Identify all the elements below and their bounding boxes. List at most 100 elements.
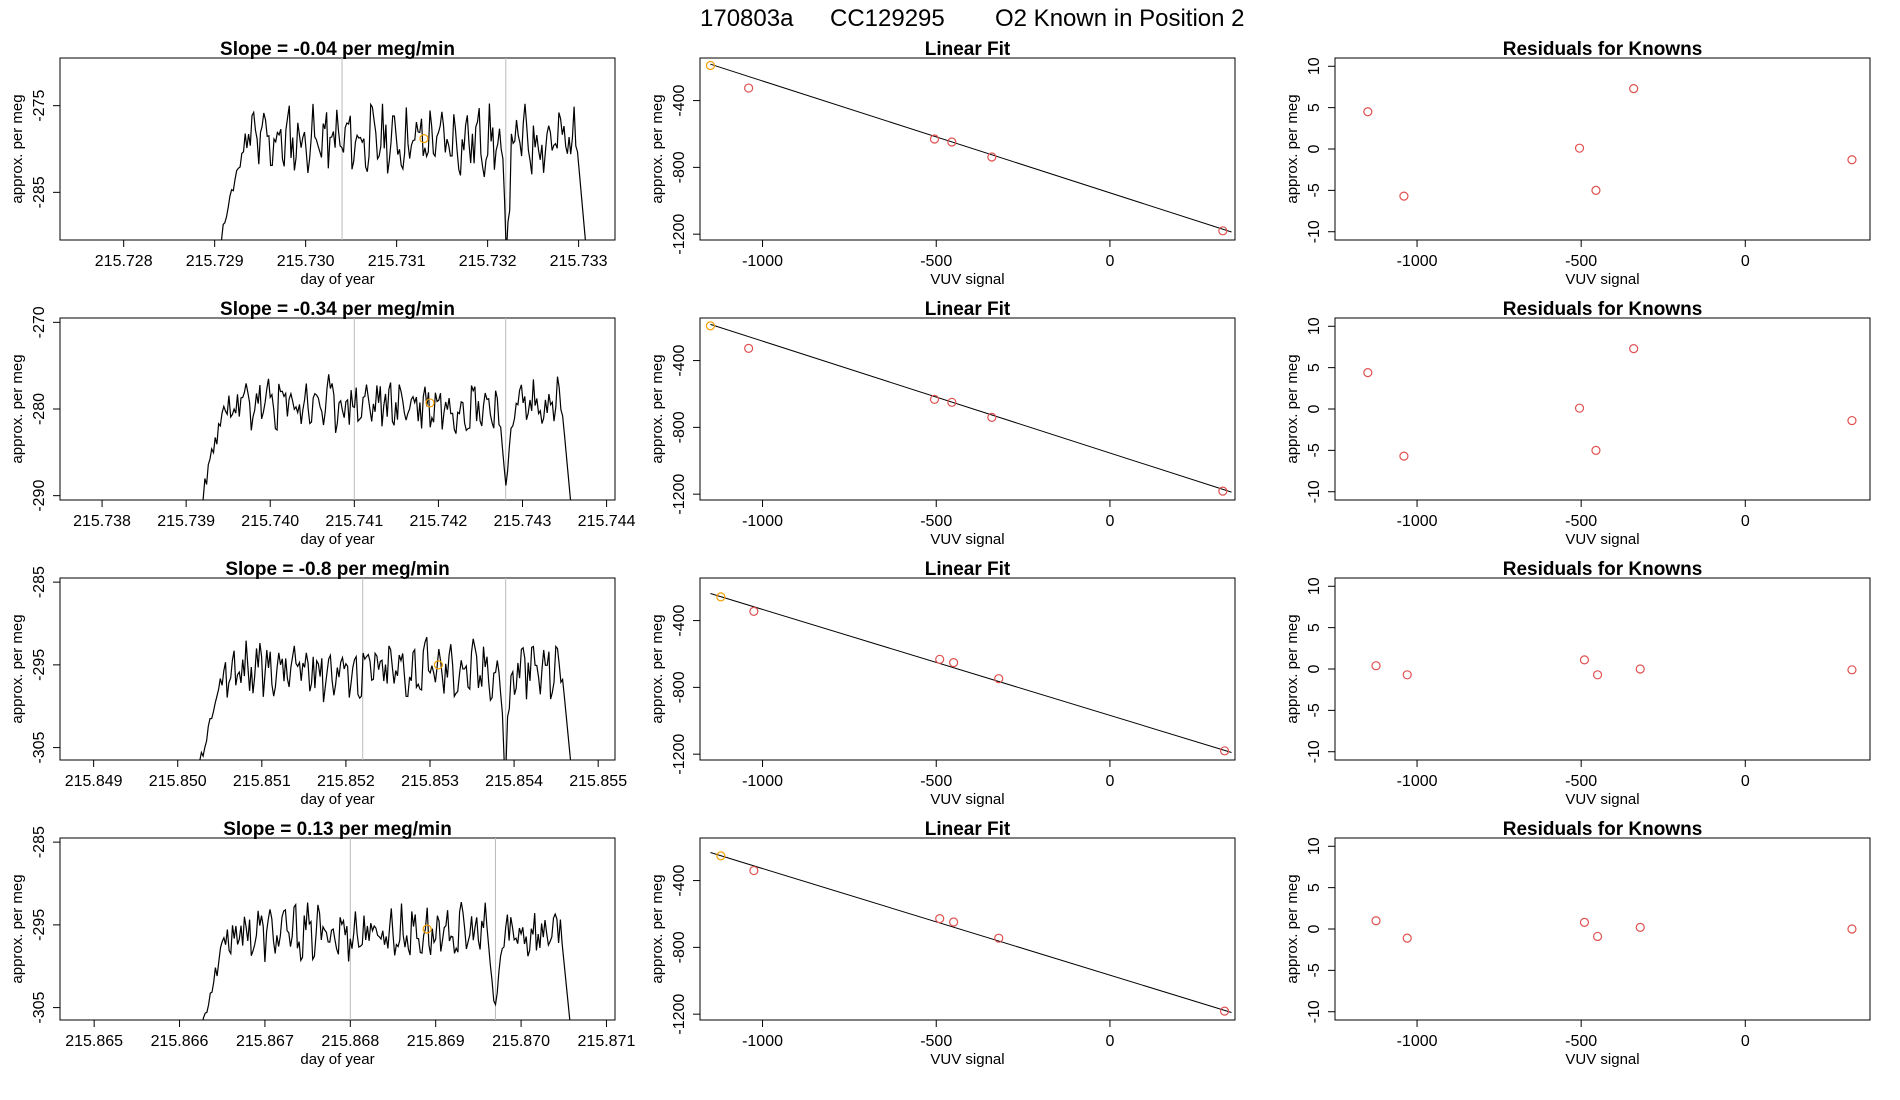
y-tick-label: -10	[1306, 740, 1323, 763]
plot-frame	[59, 57, 616, 241]
y-axis: -285 -295 -305 approx. per meg	[9, 826, 60, 1024]
y-tick-label: -290	[31, 480, 48, 512]
x-tick-label: 215.743	[494, 513, 552, 530]
y-tick-label: -1200	[671, 994, 688, 1035]
y-tick-label: -800	[671, 671, 688, 703]
data-point	[1591, 185, 1601, 195]
y-tick-label: 10	[1306, 317, 1323, 335]
x-tick-label: 215.866	[151, 1033, 209, 1050]
data-point	[1847, 924, 1857, 934]
data-point	[947, 137, 957, 147]
data-point	[947, 397, 957, 407]
x-axis-label: day of year	[300, 791, 374, 808]
x-tick-label: 0	[1105, 513, 1114, 530]
panel-title: Slope = -0.34 per meg/min	[220, 299, 455, 320]
x-axis-label: VUV signal	[1565, 1051, 1639, 1068]
y-axis: -285 -295 -305 approx. per meg	[9, 566, 60, 764]
data-point	[744, 83, 754, 93]
x-axis-label: VUV signal	[1565, 271, 1639, 288]
data-point	[744, 343, 754, 353]
y-axis-label: approx. per meg	[1284, 94, 1301, 203]
panel-title: Linear Fit	[925, 819, 1011, 840]
data-point	[1847, 155, 1857, 165]
x-axis: 215.849 215.850 215.851 215.852 215.853 215.8…	[65, 760, 627, 808]
data-point	[1579, 917, 1590, 927]
y-tick-label: -1200	[671, 474, 688, 515]
data-point	[1591, 445, 1601, 455]
y-axis-label: approx. per meg	[649, 614, 666, 723]
main-title: 170803a CC129295 O2 Known in Position 2	[700, 5, 1244, 32]
highlight-point	[705, 60, 716, 71]
plot-frame	[59, 837, 616, 1021]
data-point	[1635, 922, 1645, 932]
data-point	[1363, 368, 1373, 378]
highlight-point	[716, 851, 726, 861]
x-tick-label: 215.871	[578, 1033, 636, 1050]
data-point	[1847, 415, 1857, 426]
data-point	[749, 865, 759, 876]
panel-r3-c2: Linear Fit -1000 -500 0 VUV signal -400 -800 -1…	[649, 559, 1236, 808]
data-point	[1574, 143, 1585, 153]
panel-title: Slope = 0.13 per meg/min	[223, 819, 452, 840]
series-line	[220, 102, 586, 240]
y-axis: -270 -280 -290 approx. per meg	[9, 306, 60, 512]
x-axis: -1000 -500 0 VUV signal	[1397, 1020, 1750, 1068]
data-point	[1219, 1006, 1230, 1016]
y-axis: -400 -800 -1200 approx. per meg	[649, 344, 700, 515]
x-tick-label: 215.739	[157, 513, 215, 530]
y-tick-label: 0	[1306, 404, 1323, 413]
y-axis-label: approx. per meg	[9, 874, 26, 983]
x-tick-label: 215.742	[409, 513, 467, 530]
x-tick-label: 215.869	[407, 1033, 465, 1050]
fit-line	[710, 63, 1232, 233]
y-tick-label: -1200	[671, 734, 688, 775]
y-axis-label: approx. per meg	[1284, 874, 1301, 983]
highlight-point	[705, 321, 716, 331]
y-tick-label: -10	[1306, 480, 1323, 503]
known-point-marker	[425, 398, 435, 408]
plot-frame	[699, 837, 1236, 1021]
data-point	[935, 914, 945, 924]
panel-r4-c2: Linear Fit -1000 -500 0 VUV signal -400 -800 -1…	[649, 819, 1236, 1068]
plot-frame	[699, 577, 1236, 761]
y-axis-label: approx. per meg	[9, 614, 26, 723]
fit-line	[710, 852, 1232, 1013]
x-axis-label: day of year	[300, 271, 374, 288]
y-tick-label: -285	[31, 566, 48, 598]
x-tick-label: 0	[1105, 773, 1114, 790]
data-point	[935, 654, 945, 664]
series-line	[199, 636, 572, 760]
data-point	[1579, 655, 1590, 665]
data-point	[1371, 916, 1381, 926]
x-tick-label: 215.732	[459, 253, 517, 270]
data-point	[1363, 107, 1373, 117]
data-point	[929, 134, 940, 144]
x-tick-label: 215.850	[149, 773, 207, 790]
panel-title: Slope = -0.04 per meg/min	[220, 39, 455, 60]
data-point	[1402, 933, 1412, 943]
data-point	[1592, 931, 1603, 942]
panel-r1-c2: Linear Fit -1000 -500 0 VUV signal -400 -800 -1…	[649, 39, 1236, 288]
plot-frame	[59, 577, 616, 761]
y-tick-label: -280	[31, 393, 48, 425]
y-tick-label: -295	[31, 909, 48, 941]
y-axis: -275 -285 approx. per meg	[9, 90, 60, 208]
x-axis-label: VUV signal	[930, 271, 1004, 288]
x-axis-label: day of year	[300, 1051, 374, 1068]
x-axis: -1000 -500 0 VUV signal	[1397, 240, 1750, 288]
x-tick-label: 215.853	[401, 773, 459, 790]
x-tick-label: -500	[1565, 1033, 1597, 1050]
y-axis-label: approx. per meg	[649, 874, 666, 983]
data-point	[1574, 403, 1585, 413]
main-title-run-id: 170803a	[700, 5, 794, 32]
x-tick-label: -1000	[1397, 773, 1438, 790]
x-tick-label: 215.731	[368, 253, 426, 270]
x-axis: -1000 -500 0 VUV signal	[742, 240, 1114, 288]
x-tick-label: -500	[920, 773, 952, 790]
y-tick-label: -10	[1306, 220, 1323, 243]
x-tick-label: -1000	[1397, 513, 1438, 530]
known-point-marker	[433, 660, 444, 670]
fit-line	[710, 323, 1232, 493]
y-tick-label: 5	[1306, 623, 1323, 632]
